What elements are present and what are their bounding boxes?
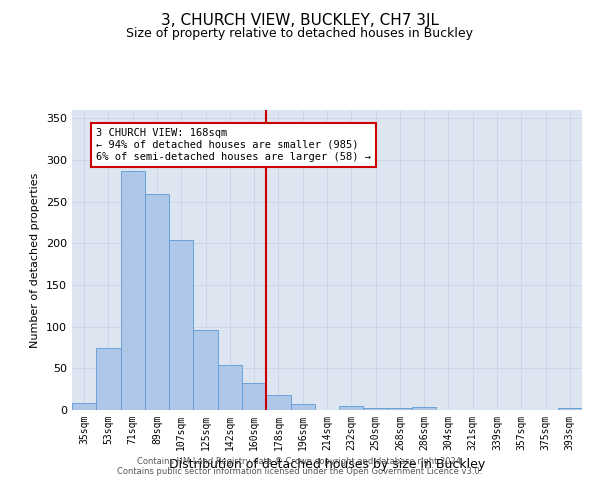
Bar — [72, 404, 96, 410]
Y-axis label: Number of detached properties: Number of detached properties — [31, 172, 40, 348]
Text: 3 CHURCH VIEW: 168sqm
← 94% of detached houses are smaller (985)
6% of semi-deta: 3 CHURCH VIEW: 168sqm ← 94% of detached … — [96, 128, 371, 162]
Bar — [242, 382, 266, 410]
Bar — [266, 395, 290, 410]
Text: Size of property relative to detached houses in Buckley: Size of property relative to detached ho… — [127, 28, 473, 40]
Bar — [121, 171, 145, 410]
X-axis label: Distribution of detached houses by size in Buckley: Distribution of detached houses by size … — [169, 458, 485, 471]
Bar — [96, 348, 121, 410]
Bar — [558, 408, 582, 410]
Bar — [169, 240, 193, 410]
Bar — [145, 194, 169, 410]
Bar — [193, 330, 218, 410]
Bar — [388, 408, 412, 410]
Bar — [364, 408, 388, 410]
Text: Contains HM Land Registry data © Crown copyright and database right 2024.: Contains HM Land Registry data © Crown c… — [137, 458, 463, 466]
Bar — [218, 365, 242, 410]
Bar — [339, 406, 364, 410]
Text: 3, CHURCH VIEW, BUCKLEY, CH7 3JL: 3, CHURCH VIEW, BUCKLEY, CH7 3JL — [161, 12, 439, 28]
Text: Contains public sector information licensed under the Open Government Licence v3: Contains public sector information licen… — [118, 468, 482, 476]
Bar — [412, 406, 436, 410]
Bar — [290, 404, 315, 410]
